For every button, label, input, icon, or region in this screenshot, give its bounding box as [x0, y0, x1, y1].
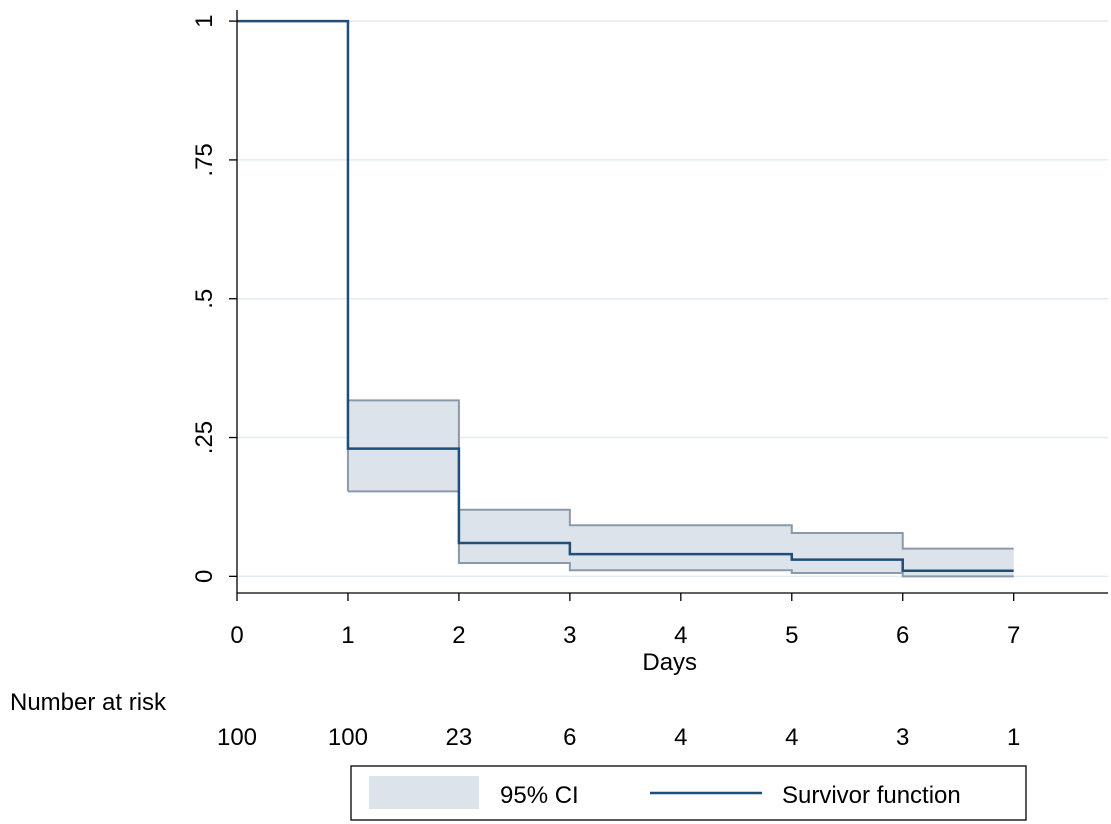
x-tick-label-5: 5: [785, 622, 798, 649]
survivor-line: [237, 19, 1014, 573]
risk-value-1: 100: [328, 724, 368, 751]
risk-table-title: Number at risk: [10, 689, 167, 716]
y-tick-label-2: .5: [191, 289, 218, 309]
risk-value-4: 4: [674, 724, 687, 751]
survivor-line-layer: [237, 19, 1014, 573]
x-tick-label-2: 2: [452, 622, 465, 649]
x-tick-label-6: 6: [896, 622, 909, 649]
y-ticks: 0 .25 .5 .75 1: [191, 14, 237, 583]
axes: [236, 10, 1108, 594]
x-tick-label-7: 7: [1007, 622, 1020, 649]
risk-value-5: 4: [785, 724, 798, 751]
x-ticks: 0 1 2 3 4 5 6 7: [230, 593, 1020, 649]
ci-band-layer: [346, 399, 1014, 578]
x-tick-label-1: 1: [341, 622, 354, 649]
x-tick-label-3: 3: [563, 622, 576, 649]
y-tick-label-0: 0: [191, 570, 218, 583]
x-tick-label-0: 0: [230, 622, 243, 649]
x-axis-title: Days: [642, 649, 697, 676]
risk-value-2: 23: [446, 724, 473, 751]
ci-band-fill: [347, 400, 1014, 577]
legend-ci-swatch: [369, 776, 479, 809]
risk-value-0: 100: [217, 724, 257, 751]
risk-value-6: 3: [896, 724, 909, 751]
y-tick-label-1: .25: [191, 421, 218, 454]
y-tick-label-3: .75: [191, 143, 218, 176]
risk-table-values: 100 100 23 6 4 4 3 1: [217, 724, 1020, 751]
legend-label-ci: 95% CI: [500, 782, 579, 809]
y-tick-label-4: 1: [191, 14, 218, 27]
gridlines: [237, 20, 1108, 578]
x-tick-label-4: 4: [674, 622, 687, 649]
risk-value-3: 6: [563, 724, 576, 751]
legend-label-survivor: Survivor function: [782, 782, 961, 809]
legend: 95% CI Survivor function: [350, 765, 1027, 821]
risk-value-7: 1: [1007, 724, 1020, 751]
